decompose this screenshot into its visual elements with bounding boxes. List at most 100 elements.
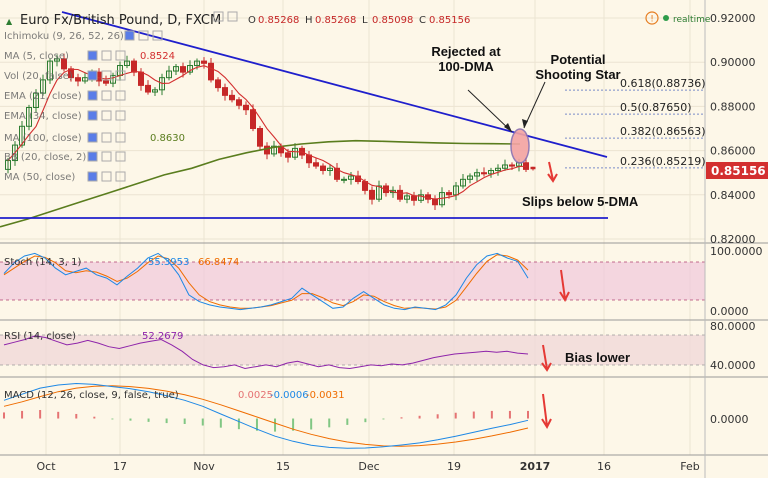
candle-body: [12, 144, 18, 162]
time-axis: Oct 17 Nov 15 Dec 19 2017 16 Feb: [36, 460, 699, 473]
candle-body: [327, 167, 333, 171]
indicator-control-icon[interactable]: [87, 110, 98, 121]
candle-body: [453, 185, 459, 196]
candle-body: [418, 194, 424, 201]
candle-body: [33, 92, 39, 109]
rejected-arrowhead: [504, 123, 512, 132]
stoch-band: [0, 262, 705, 300]
fib-label: 0.5(0.87650): [620, 101, 692, 114]
time-tick: 2017: [520, 460, 551, 473]
indicator-label: EMA (21, close): [4, 91, 82, 102]
shooting-star-arrow: [523, 81, 546, 129]
candle-body: [131, 60, 137, 73]
indicator-control-icon[interactable]: [124, 30, 135, 41]
settings-icon[interactable]: [213, 11, 224, 22]
indicator-label: Ichimoku (9, 26, 52, 26): [4, 31, 124, 42]
time-tick: Nov: [193, 460, 215, 473]
candle-body: [124, 60, 130, 67]
alert-icon[interactable]: [645, 11, 659, 25]
price-tick: 0.92000: [710, 12, 756, 25]
hide-icon[interactable]: [227, 11, 238, 22]
current-price-label: 0.85156: [711, 164, 766, 178]
indicator-control-icon[interactable]: [115, 132, 126, 143]
ma100-line: [0, 139, 521, 228]
time-tick: Oct: [36, 460, 56, 473]
price-tick: 0.82000: [710, 233, 756, 246]
collapse-icon[interactable]: ▲: [6, 17, 13, 26]
indicator-value: 0.8630: [150, 133, 185, 144]
realtime-dot-icon: [663, 15, 669, 21]
candle-body: [103, 80, 109, 84]
candle-body: [194, 60, 200, 67]
indicator-control-icon[interactable]: [115, 151, 126, 162]
candle-body: [467, 175, 473, 180]
indicator-control-icon[interactable]: [115, 50, 126, 61]
macd-line: [3, 382, 529, 449]
down-arrow-4: [541, 393, 552, 430]
price-tick: 0.88000: [710, 100, 756, 113]
fib-label: 0.382(0.86563): [620, 125, 706, 138]
indicator-control-icon[interactable]: [101, 70, 112, 81]
down-arrow-1: [547, 161, 558, 183]
indicator-control-icon[interactable]: [101, 151, 112, 162]
candle-body: [40, 79, 46, 94]
candle-body: [446, 192, 452, 196]
indicator-control-icon[interactable]: [101, 50, 112, 61]
rejected-label-2: 100-DMA: [438, 59, 494, 74]
candle-body: [75, 77, 81, 82]
alert-icon-mark: !: [650, 15, 654, 25]
indicator-control-icon[interactable]: [87, 70, 98, 81]
rsi-value: 52.2679: [142, 331, 183, 342]
indicator-control-icon[interactable]: [115, 171, 126, 182]
indicator-control-icon[interactable]: [87, 90, 98, 101]
ohlc-key: O: [248, 15, 256, 26]
candle-body: [502, 164, 508, 169]
indicator-label: MA (100, close): [4, 133, 82, 144]
indicator-control-icon[interactable]: [87, 151, 98, 162]
indicator-label: Vol (20, false): [4, 71, 73, 82]
indicator-control-icon[interactable]: [87, 132, 98, 143]
indicator-control-icon[interactable]: [115, 70, 126, 81]
indicator-control-icon[interactable]: [115, 110, 126, 121]
indicator-control-icon[interactable]: [101, 110, 112, 121]
ohlc-key: C: [419, 15, 426, 26]
indicator-control-icon[interactable]: [115, 90, 126, 101]
macd-histogram: [3, 410, 529, 432]
indicator-control-icon[interactable]: [87, 171, 98, 182]
candle-body: [432, 198, 438, 206]
candle-body: [376, 185, 382, 200]
candle-body: [215, 79, 221, 89]
fib-label: 0.618(0.88736): [620, 77, 706, 90]
candle-body: [201, 60, 207, 64]
candle-body: [397, 189, 403, 200]
macd-value: -0.0006: [270, 390, 309, 401]
indicator-control-icon[interactable]: [152, 30, 163, 41]
time-tick: 15: [276, 460, 290, 473]
time-tick: 19: [447, 460, 461, 473]
stoch-k-line: [3, 252, 529, 311]
stoch-k-value: 55.3953: [148, 257, 189, 268]
ohlc-values: O 0.85268 H 0.85268 L 0.85098 C 0.85156: [248, 15, 470, 26]
time-tick: Feb: [680, 460, 699, 473]
rsi-label: RSI (14, close): [4, 331, 76, 342]
down-arrow-3: [541, 344, 552, 372]
indicator-control-icon[interactable]: [101, 90, 112, 101]
indicator-legend: Ichimoku (9, 26, 52, 26) MA (5, close) 0.8…: [4, 30, 185, 183]
indicator-label: MA (5, close): [4, 51, 69, 62]
indicator-control-icon[interactable]: [87, 50, 98, 61]
macd-axis-0: 0.0000: [710, 413, 749, 426]
candle-body: [243, 104, 249, 111]
indicator-value: 0.8524: [140, 51, 175, 62]
ohlc-value: 0.85156: [429, 15, 470, 26]
candle-body: [250, 109, 256, 129]
candle-body: [285, 152, 291, 158]
candle-body: [460, 178, 466, 187]
price-axis: 0.92000 0.90000 0.88000 0.86000 0.84000 0.820…: [710, 12, 756, 246]
indicator-control-icon[interactable]: [101, 132, 112, 143]
time-tick: 17: [113, 460, 127, 473]
current-price-badge: [706, 162, 768, 179]
indicator-control-icon[interactable]: [138, 30, 149, 41]
candle-body: [166, 70, 172, 79]
indicator-control-icon[interactable]: [101, 171, 112, 182]
stoch-axis-100: 100.0000: [710, 245, 763, 258]
